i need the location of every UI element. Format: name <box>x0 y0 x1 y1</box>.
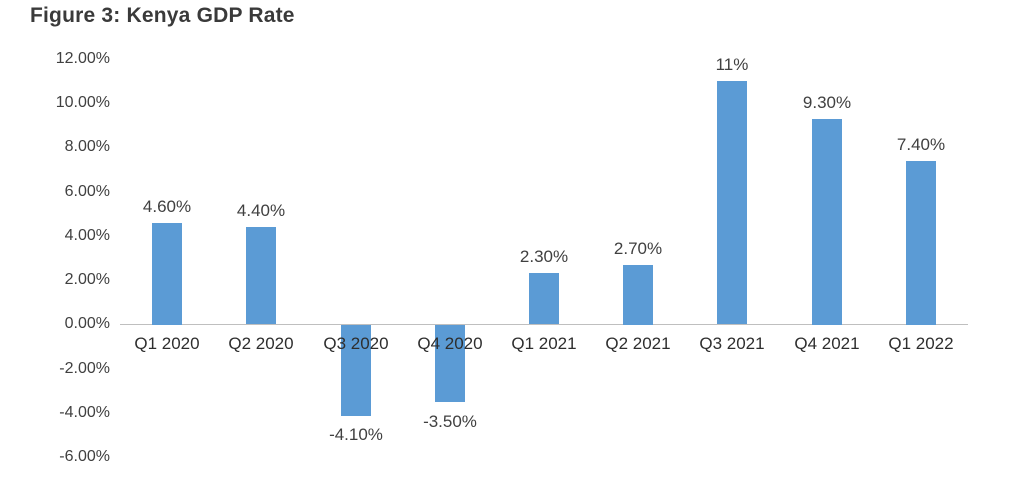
bar-value-label: -3.50% <box>423 412 477 431</box>
x-axis-category-label: Q4 2020 <box>417 334 483 353</box>
x-axis-category-label: Q1 2021 <box>511 334 577 353</box>
y-axis-tick-label: -4.00% <box>59 403 110 421</box>
x-axis-category-label: Q4 2021 <box>794 334 860 353</box>
y-axis-tick-label: 4.00% <box>64 226 110 244</box>
y-axis-tick-label: -2.00% <box>59 359 110 377</box>
chart-title: Figure 3: Kenya GDP Rate <box>30 4 295 27</box>
x-axis-category-label: Q3 2021 <box>699 334 765 353</box>
y-axis-tick-label: 0.00% <box>64 315 110 333</box>
x-axis-line <box>120 324 968 325</box>
bar-q3-2021 <box>717 81 747 324</box>
y-axis-tick-label: 2.00% <box>64 271 110 289</box>
x-axis-category-label: Q2 2021 <box>605 334 671 353</box>
bar-q1-2021 <box>529 273 559 324</box>
bar-value-label: 4.40% <box>236 201 286 220</box>
x-axis-category-label: Q1 2020 <box>134 334 200 353</box>
bar-q1-2022 <box>906 161 936 325</box>
x-axis-category-label: Q3 2020 <box>323 334 389 353</box>
y-axis-tick-label: 12.00% <box>55 50 110 67</box>
bar-q2-2021 <box>623 265 653 325</box>
y-axis-tick-label: -6.00% <box>59 448 110 465</box>
y-axis-tick-label: 10.00% <box>55 94 110 112</box>
bar-q2-2020 <box>246 227 276 324</box>
bar-value-label: 9.30% <box>802 93 852 112</box>
y-axis-tick-label: 8.00% <box>64 138 110 156</box>
bar-q4-2020 <box>435 325 465 402</box>
bar-q3-2020 <box>341 325 371 416</box>
bar-q4-2021 <box>812 119 842 325</box>
bar-q1-2020 <box>152 223 182 325</box>
bar-value-label: -4.10% <box>329 425 383 444</box>
bar-value-label: 4.60% <box>142 197 192 216</box>
bar-value-label: 11% <box>715 55 749 74</box>
bar-value-label: 2.30% <box>519 247 569 266</box>
bar-value-label: 2.70% <box>613 239 663 258</box>
x-axis-category-label: Q1 2022 <box>888 334 954 353</box>
y-axis-tick-label: 6.00% <box>64 182 110 200</box>
bar-value-label: 7.40% <box>896 135 946 154</box>
x-axis-category-label: Q2 2020 <box>228 334 294 353</box>
